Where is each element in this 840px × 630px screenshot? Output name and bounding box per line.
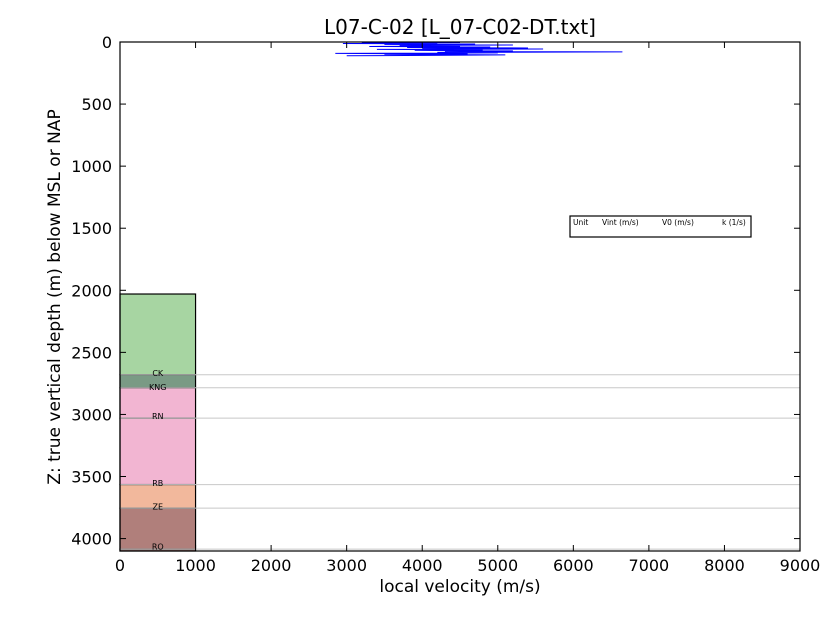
y-tick-label: 1000 bbox=[71, 157, 112, 176]
y-tick-label: 0 bbox=[102, 33, 112, 52]
y-tick-label: 3000 bbox=[71, 405, 112, 424]
legend-box: Unit Vint (m/s) V0 (m/s) k (1/s) bbox=[569, 215, 752, 238]
strat-unit-kng bbox=[119, 387, 197, 419]
unit-label-ro: RO bbox=[152, 542, 164, 551]
x-tick-label: 5000 bbox=[477, 556, 518, 575]
x-tick-label: 7000 bbox=[629, 556, 670, 575]
y-tick-label: 1500 bbox=[71, 219, 112, 238]
legend-entry: Unit bbox=[573, 218, 588, 227]
x-tick-label: 6000 bbox=[553, 556, 594, 575]
y-tick-label: 3500 bbox=[71, 468, 112, 487]
y-tick-label: 500 bbox=[81, 95, 112, 114]
unit-label-rn: RN bbox=[152, 412, 164, 421]
strat-unit-rn bbox=[119, 417, 197, 486]
legend-frame bbox=[569, 215, 752, 238]
unit-label-ck: CK bbox=[152, 369, 164, 378]
x-axis-label: local velocity (m/s) bbox=[379, 577, 540, 597]
y-axis-label: Z: true vertical depth (m) below MSL or … bbox=[45, 109, 65, 484]
y-tick-label: 2000 bbox=[71, 281, 112, 300]
velocity-series-line bbox=[335, 41, 623, 57]
legend-entry: V0 (m/s) bbox=[662, 218, 694, 227]
y-tick-label: 2500 bbox=[71, 343, 112, 362]
x-tick-label: 1000 bbox=[175, 556, 216, 575]
x-tick-label: 2000 bbox=[251, 556, 292, 575]
unit-label-rb: RB bbox=[152, 479, 163, 488]
legend-entry: k (1/s) bbox=[722, 218, 746, 227]
x-tick-label: 8000 bbox=[704, 556, 745, 575]
chart-title: L07-C-02 [L_07-C02-DT.txt] bbox=[324, 15, 596, 39]
axes-frame bbox=[119, 41, 801, 552]
x-tick-label: 0 bbox=[115, 556, 125, 575]
strat-unit-top bbox=[119, 293, 197, 376]
y-tick-label: 4000 bbox=[71, 530, 112, 549]
x-tick-label: 9000 bbox=[780, 556, 821, 575]
unit-label-ze: ZE bbox=[153, 503, 164, 512]
x-tick-label: 3000 bbox=[326, 556, 367, 575]
legend-entry: Vint (m/s) bbox=[602, 218, 639, 227]
x-tick-label: 4000 bbox=[402, 556, 443, 575]
unit-label-kng: KNG bbox=[149, 383, 166, 392]
